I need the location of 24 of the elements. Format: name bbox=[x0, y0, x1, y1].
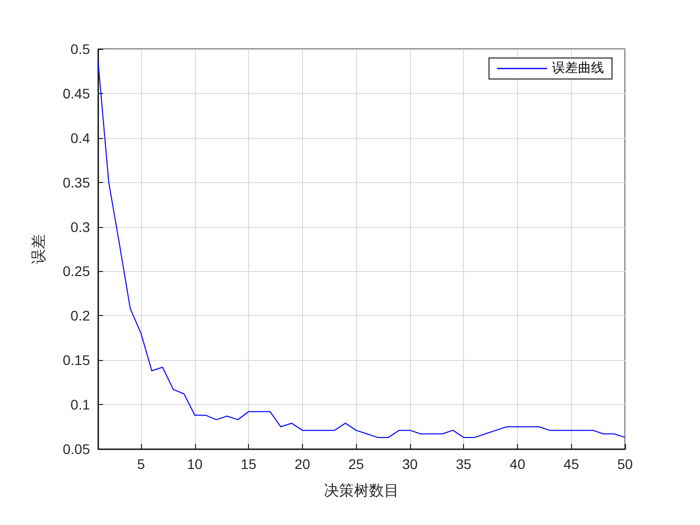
x-axis-title: 决策树数目 bbox=[324, 482, 399, 500]
x-tick-label: 10 bbox=[187, 456, 203, 472]
y-tick-label: 0.1 bbox=[70, 396, 90, 413]
y-tick-label: 0.4 bbox=[70, 130, 90, 146]
line-series bbox=[98, 60, 626, 438]
legend-label: 误差曲线 bbox=[552, 61, 604, 76]
y-tick-label: 0.15 bbox=[62, 352, 90, 368]
x-tick-label: 30 bbox=[402, 456, 418, 472]
y-tick-label: 0.25 bbox=[62, 263, 90, 280]
x-tick-label: 45 bbox=[563, 456, 580, 472]
x-tick-label: 25 bbox=[348, 456, 364, 472]
x-tick-label: 15 bbox=[240, 456, 257, 472]
x-tick-label: 40 bbox=[510, 456, 526, 472]
x-tick-label: 5 bbox=[137, 456, 146, 472]
y-tick-label: 0.5 bbox=[70, 41, 90, 57]
y-axis-title: 误差 bbox=[30, 234, 48, 264]
x-tick-label: 50 bbox=[617, 456, 633, 472]
y-tick-label: 0.3 bbox=[70, 218, 90, 235]
y-tick-label: 0.35 bbox=[62, 174, 90, 190]
x-tick-label: 20 bbox=[294, 456, 310, 472]
x-tick-label: 35 bbox=[456, 456, 472, 472]
y-tick-label: 0.05 bbox=[62, 441, 90, 457]
y-tick-label: 0.2 bbox=[70, 308, 90, 324]
y-tick-label: 0.45 bbox=[62, 85, 90, 102]
